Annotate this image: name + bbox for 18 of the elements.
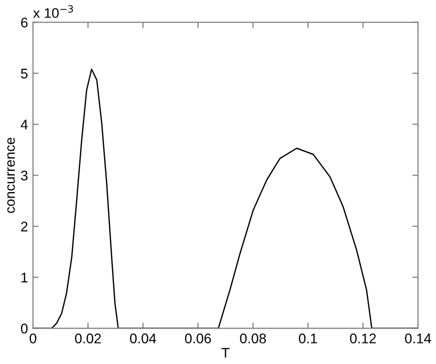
x-tick-label: 0.02: [75, 334, 101, 344]
y-tick-label: 0: [20, 324, 28, 334]
y-tick-label: 2: [21, 222, 28, 232]
y-axis-title: concurrence: [7, 138, 15, 213]
x-tick-label: 0.1: [298, 334, 317, 344]
x-tick-label: 0.14: [405, 334, 432, 344]
x-axis-title: T: [222, 348, 230, 358]
y-tick-label: 6: [21, 18, 28, 28]
text: x 10$^{−3}$: [33, 5, 73, 18]
x-tick-label: 0.08: [240, 334, 266, 344]
y-tick-label: 3: [20, 170, 28, 180]
x-tick-label: 0.04: [130, 334, 156, 344]
y-tick-label: 5: [20, 68, 28, 78]
x-tick-label: 0.12: [350, 334, 376, 344]
y-tick-label: 1: [21, 272, 28, 282]
x-tick-label: 0.06: [185, 334, 211, 344]
y-tick-label: 4: [20, 120, 28, 130]
x-tick-label: 0: [30, 334, 36, 344]
